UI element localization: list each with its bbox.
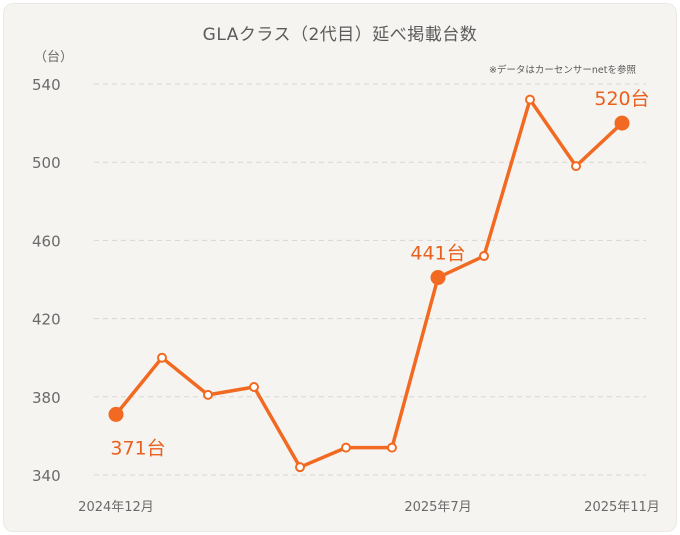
data-point [157,352,167,363]
y-tick-label: 420 [32,311,61,329]
data-point [479,251,489,262]
y-tick-label: 460 [32,232,61,250]
data-point [387,442,397,453]
y-tick-label: 380 [32,389,61,407]
chart-frame: GLAクラス（2代目）延べ掲載台数 （台） ※データはカーセンサーnetを参照 … [3,3,677,532]
data-point [341,442,351,453]
data-point [203,389,213,400]
callout-label: 371台 [110,437,165,459]
y-tick-label: 500 [32,154,61,172]
y-tick-label: 540 [32,76,61,94]
chart-title: GLAクラス（2代目）延べ掲載台数 [202,25,478,45]
source-note: ※データはカーセンサーnetを参照 [488,65,636,76]
line-chart: 340 380 420 460 500 540 2024年12月 2025年7月 2025年11… [32,76,660,515]
series-line [114,97,624,469]
x-tick-label: 2025年11月 [584,500,660,515]
data-point [249,382,259,393]
data-point [571,161,581,172]
callout-label: 520台 [594,88,649,110]
y-unit-label: （台） [34,50,74,65]
highlight-point [614,115,630,131]
y-tick-label: 340 [32,467,61,485]
x-tick-label: 2025年7月 [404,500,471,515]
callout-label: 441台 [410,243,465,265]
highlight-point [108,406,124,422]
data-point [295,462,305,473]
x-tick-label: 2024年12月 [78,500,154,515]
highlight-point [430,270,446,286]
data-point [525,94,535,105]
